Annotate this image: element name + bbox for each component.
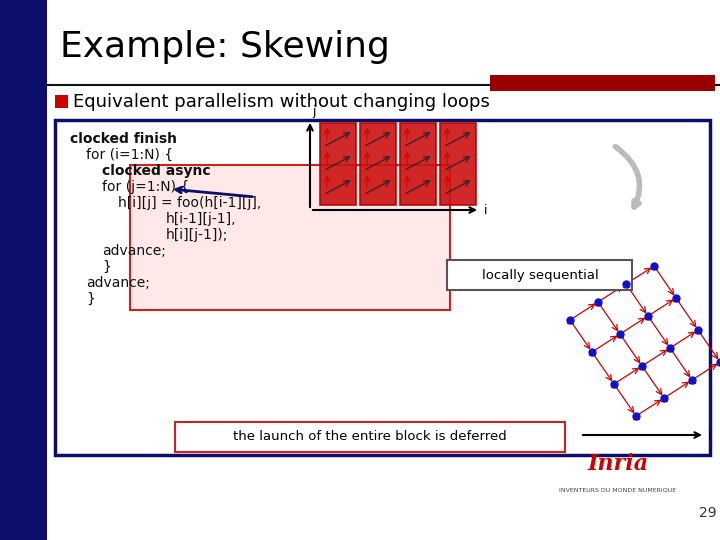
Text: Inria: Inria <box>588 453 649 475</box>
Text: h[i][j] = foo(h[i-1][j],: h[i][j] = foo(h[i-1][j], <box>118 196 261 210</box>
Text: advance;: advance; <box>102 244 166 258</box>
Text: h[i-1][j-1],: h[i-1][j-1], <box>166 212 236 226</box>
Bar <box>447 260 632 290</box>
Text: INVENTEURS DU MONDE NUMERIQUE: INVENTEURS DU MONDE NUMERIQUE <box>559 487 677 492</box>
Text: }: } <box>86 292 95 306</box>
Bar <box>440 123 476 205</box>
Bar <box>360 123 396 205</box>
Text: i: i <box>484 205 487 218</box>
Text: clocked async: clocked async <box>102 164 211 178</box>
Text: j: j <box>312 105 315 118</box>
Bar <box>55 120 710 455</box>
Bar <box>55 95 68 108</box>
Text: Equivalent parallelism without changing loops: Equivalent parallelism without changing … <box>73 93 490 111</box>
Bar <box>130 165 450 310</box>
Text: Example: Skewing: Example: Skewing <box>60 30 390 64</box>
Bar <box>0 0 47 540</box>
Text: advance;: advance; <box>86 276 150 290</box>
Text: i: i <box>708 429 711 442</box>
Text: clocked finish: clocked finish <box>70 132 177 146</box>
Bar <box>175 422 565 452</box>
Text: 29: 29 <box>699 506 717 520</box>
Text: for (i=1:N) {: for (i=1:N) { <box>86 148 173 162</box>
Text: locally sequential: locally sequential <box>482 268 598 281</box>
Bar <box>490 75 715 91</box>
Text: for (j=1:N) {: for (j=1:N) { <box>102 180 189 194</box>
Text: the launch of the entire block is deferred: the launch of the entire block is deferr… <box>233 430 507 443</box>
Text: }: } <box>102 260 111 274</box>
Bar <box>400 123 436 205</box>
Bar <box>320 123 356 205</box>
Text: h[i][j-1]);: h[i][j-1]); <box>166 228 228 242</box>
